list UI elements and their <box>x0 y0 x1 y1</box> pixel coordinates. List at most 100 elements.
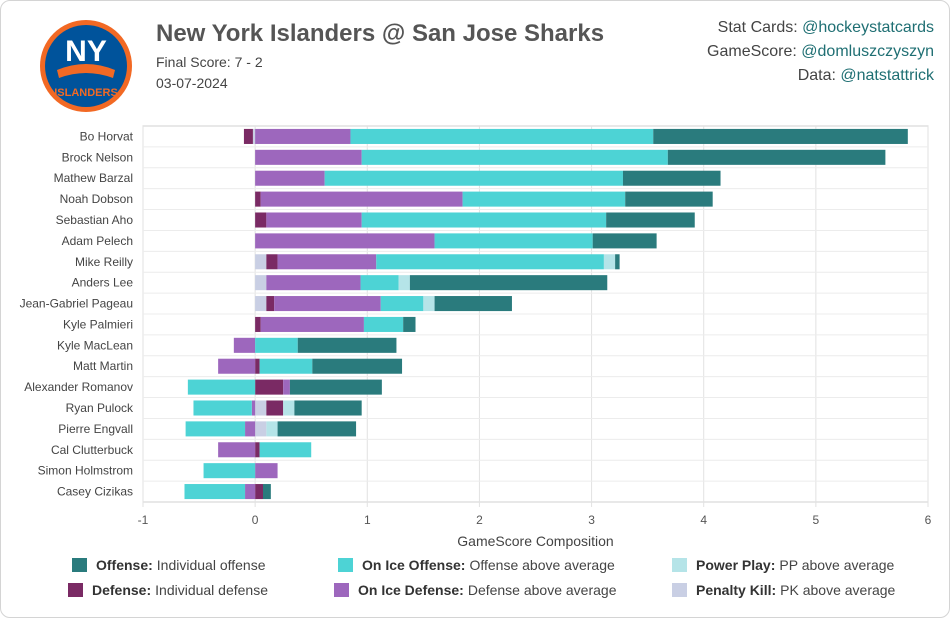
bar-segment-offense <box>592 233 657 249</box>
bar-segment-defense <box>243 128 253 144</box>
bar-segment-onice_off <box>363 316 404 332</box>
player-label: Noah Dobson <box>60 192 133 206</box>
x-axis-label: GameScore Composition <box>457 533 613 549</box>
legend-title: Power Play: <box>696 557 776 573</box>
player-label: Jean-Gabriel Pageau <box>20 297 133 311</box>
credit-link-statcards[interactable]: @hockeystatcards <box>802 19 934 36</box>
x-tick-label: 5 <box>813 513 820 527</box>
bar-segment-pk <box>255 400 267 416</box>
bar-segment-defense <box>266 254 278 270</box>
bar-segment-defense <box>266 296 275 312</box>
bar-segment-onice_def <box>266 212 362 228</box>
bar-segment-onice_def <box>218 358 256 374</box>
bar-segment-offense <box>622 170 721 186</box>
player-label: Brock Nelson <box>62 150 133 164</box>
bar-segment-onice_def <box>266 275 361 291</box>
x-tick-label: 1 <box>364 513 371 527</box>
bar-segment-offense <box>294 400 362 416</box>
x-tick-label: 0 <box>252 513 259 527</box>
legend-swatch <box>72 558 87 572</box>
legend-title: On Ice Offense: <box>362 557 466 573</box>
final-score: Final Score: 7 - 2 <box>156 54 263 70</box>
bar-segment-onice_off <box>187 379 256 395</box>
bar-segment-onice_def <box>255 128 351 144</box>
credits: Stat Cards: @hockeystatcards GameScore: … <box>707 16 934 88</box>
bar-segment-onice_off <box>380 296 424 312</box>
legend-item-offense: Offense: Individual offense <box>72 557 266 573</box>
bar-segment-pp <box>603 254 616 270</box>
bar-segment-pk <box>252 128 256 144</box>
chart-title: New York Islanders @ San Jose Sharks <box>156 20 605 47</box>
bar-segment-onice_off <box>259 358 313 374</box>
legend-item-defense: Defense: Individual defense <box>68 582 268 598</box>
bar-segment-defense <box>255 442 260 458</box>
player-label: Casey Cizikas <box>57 485 133 499</box>
bar-segment-onice_off <box>434 233 593 249</box>
bar-segment-offense <box>409 275 608 291</box>
legend-desc: Individual offense <box>156 557 266 573</box>
bar-segment-onice_def <box>274 296 381 312</box>
bar-segment-onice_def <box>245 421 256 437</box>
bar-segment-defense <box>255 191 261 207</box>
bar-segment-offense <box>262 484 271 500</box>
bar-segment-offense <box>667 149 886 165</box>
player-label: Alexander Romanov <box>24 380 133 394</box>
legend-swatch <box>334 583 349 597</box>
bar-segment-onice_off <box>462 191 626 207</box>
bar-segment-defense <box>266 400 284 416</box>
x-tick-label: 2 <box>476 513 483 527</box>
bar-segment-offense <box>312 358 403 374</box>
bar-segment-pk <box>255 275 267 291</box>
bar-segment-onice_off <box>376 254 604 270</box>
bar-segment-pk <box>255 421 267 437</box>
bar-segment-pk <box>255 296 267 312</box>
player-label: Cal Clutterbuck <box>51 443 134 457</box>
credit-statcards: Stat Cards: @hockeystatcards <box>717 19 934 36</box>
bar-segment-defense <box>255 316 261 332</box>
legend-item-pk: Penalty Kill: PK above average <box>672 582 895 598</box>
bar-segment-onice_def <box>255 233 435 249</box>
x-tick-label: 6 <box>925 513 932 527</box>
bar-segment-offense <box>289 379 382 395</box>
game-date: 03-07-2024 <box>156 75 228 91</box>
bar-segment-onice_def <box>277 254 377 270</box>
bar-segment-offense <box>277 421 357 437</box>
legend-desc: PK above average <box>780 582 896 598</box>
legend-desc: Defense above average <box>467 582 617 598</box>
legend-desc: PP above average <box>779 557 895 573</box>
legend-desc: Offense above average <box>469 557 615 573</box>
legend-title: Defense: <box>92 582 152 598</box>
bar-segment-defense <box>255 212 267 228</box>
player-label: Sebastian Aho <box>56 213 134 227</box>
bar-segment-onice_def <box>260 316 364 332</box>
credit-link-data[interactable]: @natstattrick <box>840 67 934 84</box>
bar-segment-offense <box>615 254 620 270</box>
bar-segment-pp <box>283 400 295 416</box>
bar-segment-onice_off <box>193 400 252 416</box>
bar-segment-onice_off <box>255 337 298 353</box>
svg-text:ISLANDERS: ISLANDERS <box>54 87 118 99</box>
bar-segment-onice_def <box>283 379 290 395</box>
player-label: Bo Horvat <box>80 129 134 143</box>
bar-segment-pk <box>255 254 267 270</box>
x-tick-label: 3 <box>588 513 595 527</box>
legend-swatch <box>68 583 83 597</box>
player-label: Ryan Pulock <box>66 401 134 415</box>
bar-segment-onice_off <box>324 170 623 186</box>
legend-swatch <box>338 558 353 572</box>
bar-segment-onice_off <box>185 421 246 437</box>
svg-text:NY: NY <box>65 35 107 68</box>
legend-item-pp: Power Play: PP above average <box>672 557 894 573</box>
credit-link-gamescore[interactable]: @domluszczyszyn <box>801 43 934 60</box>
x-tick-label: 4 <box>700 513 707 527</box>
bar-segment-pp <box>398 275 410 291</box>
bar-segment-pp <box>423 296 435 312</box>
bar-segment-offense <box>434 296 512 312</box>
bar-segment-onice_off <box>259 442 312 458</box>
bar-segment-onice_off <box>361 212 607 228</box>
legend-item-onice_off: On Ice Offense: Offense above average <box>338 557 615 573</box>
bar-segment-onice_def <box>260 191 463 207</box>
x-tick-label: -1 <box>138 513 149 527</box>
player-label: Kyle Palmieri <box>63 317 133 331</box>
bar-segment-offense <box>625 191 713 207</box>
